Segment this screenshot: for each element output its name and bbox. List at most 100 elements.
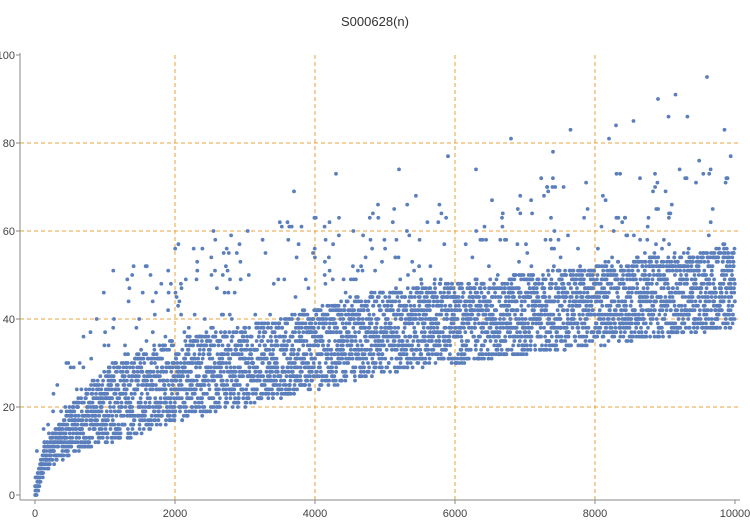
data-point: [204, 330, 209, 335]
data-point: [449, 361, 454, 365]
data-point: [452, 312, 456, 317]
data-point: [149, 361, 154, 365]
data-point: [374, 325, 379, 330]
data-point: [618, 171, 622, 176]
data-point: [332, 317, 336, 321]
data-point: [682, 321, 687, 326]
data-point: [481, 281, 486, 286]
data-point: [704, 273, 708, 277]
data-point: [475, 339, 480, 343]
data-point: [199, 400, 204, 405]
data-point: [482, 224, 487, 229]
data-point: [619, 308, 624, 313]
data-point: [562, 347, 567, 352]
data-point: [360, 343, 364, 348]
data-point: [723, 317, 728, 321]
data-point: [438, 281, 443, 286]
data-point: [172, 361, 177, 365]
data-point: [268, 374, 272, 379]
data-point: [614, 171, 619, 176]
data-point: [722, 268, 727, 273]
data-point: [350, 339, 355, 343]
data-point: [262, 352, 266, 357]
data-point: [458, 308, 462, 313]
data-point: [384, 347, 389, 352]
data-point: [71, 431, 76, 436]
data-point: [521, 273, 526, 277]
data-point: [650, 281, 654, 286]
data-point: [667, 215, 671, 220]
data-point: [616, 259, 621, 264]
data-point: [193, 400, 198, 405]
data-point: [204, 343, 209, 348]
data-point: [124, 365, 129, 370]
data-point: [414, 193, 418, 198]
data-point: [474, 347, 478, 352]
data-point: [362, 365, 366, 370]
data-point: [374, 330, 379, 335]
data-point: [256, 321, 261, 326]
data-point: [618, 325, 623, 330]
data-point: [425, 343, 430, 348]
data-point: [277, 220, 282, 225]
data-point: [406, 273, 410, 277]
data-point: [583, 325, 588, 330]
data-point: [317, 387, 321, 392]
data-point: [51, 409, 55, 414]
data-point: [76, 396, 81, 401]
data-point: [416, 343, 421, 348]
data-point: [602, 343, 607, 348]
data-point: [96, 440, 101, 445]
data-point: [217, 387, 221, 392]
data-point: [366, 330, 371, 335]
data-point: [528, 295, 533, 299]
data-point: [153, 361, 157, 365]
data-point: [301, 361, 306, 365]
data-point: [729, 281, 733, 286]
data-point: [440, 330, 445, 335]
data-point: [157, 409, 161, 414]
data-point: [105, 391, 110, 396]
data-point: [601, 321, 606, 326]
data-point: [646, 277, 651, 282]
data-point: [576, 246, 580, 251]
data-point: [370, 295, 375, 299]
data-point: [517, 339, 522, 343]
data-point: [384, 330, 389, 335]
data-point: [383, 356, 388, 361]
data-point: [639, 259, 644, 264]
data-point: [531, 273, 536, 277]
data-point: [158, 422, 163, 427]
data-point: [244, 400, 249, 405]
data-point: [648, 334, 652, 339]
data-point: [714, 290, 718, 295]
data-point: [502, 290, 507, 295]
data-point: [724, 290, 729, 295]
data-point: [616, 299, 621, 304]
data-point: [211, 325, 215, 330]
data-point: [630, 312, 635, 317]
data-point: [356, 268, 360, 273]
data-point: [440, 299, 445, 304]
data-point: [267, 347, 272, 352]
data-point: [638, 237, 642, 242]
data-point: [168, 396, 173, 401]
data-point: [325, 347, 330, 352]
data-point: [544, 308, 549, 313]
data-point: [217, 356, 222, 361]
data-point: [603, 259, 608, 264]
data-point: [703, 317, 708, 321]
data-point: [489, 356, 494, 361]
data-point: [523, 330, 528, 335]
data-point: [82, 400, 86, 405]
data-point: [527, 286, 532, 291]
data-point: [646, 312, 651, 317]
data-point: [728, 154, 733, 159]
data-point: [293, 295, 298, 299]
data-point: [663, 312, 668, 317]
data-point: [591, 330, 596, 335]
data-point: [215, 286, 219, 291]
data-point: [336, 352, 341, 357]
data-point: [600, 264, 604, 269]
data-point: [198, 365, 202, 370]
